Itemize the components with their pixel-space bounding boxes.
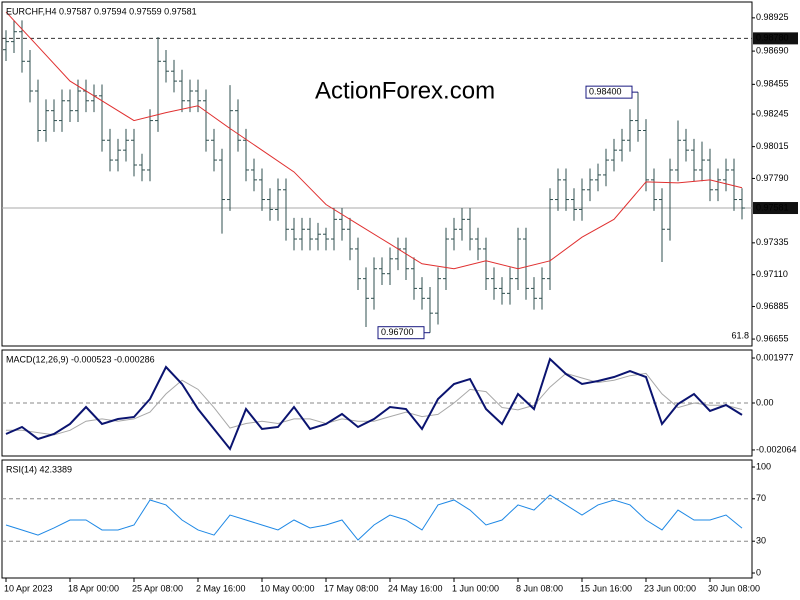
y-tick-label: 70 — [756, 493, 766, 503]
x-tick-label: 15 Jun 16:00 — [580, 583, 632, 593]
y-tick-label: 0.97790 — [756, 173, 789, 183]
x-tick-label: 23 Jun 00:00 — [644, 583, 696, 593]
rsi-line — [5, 494, 743, 541]
y-tick-label: 0.98015 — [756, 141, 789, 151]
watermark: ActionForex.com — [315, 77, 495, 104]
x-tick-label: 25 Apr 08:00 — [132, 583, 183, 593]
y-tick-label: 100 — [756, 461, 771, 471]
moving-average — [5, 11, 743, 270]
annotation-label: 0.96700 — [381, 327, 414, 337]
y-tick-label: 0.98925 — [756, 12, 789, 22]
y-tick-label: 0.97335 — [756, 237, 789, 247]
x-tick-label: 8 Jun 08:00 — [516, 583, 563, 593]
x-tick-label: 30 Jun 08:00 — [708, 583, 760, 593]
y-tick-label: 0.96885 — [756, 301, 789, 311]
y-tick-label: 0.001977 — [756, 352, 794, 362]
panel-frame — [1, 459, 753, 579]
panel-frame — [1, 1, 753, 347]
price-level-box — [753, 202, 798, 215]
annotation-box — [585, 85, 633, 99]
y-tick-label: -0.002064 — [756, 444, 797, 454]
macd-line — [5, 357, 743, 451]
y-tick-label: 0.98690 — [756, 45, 789, 55]
y-tick-label: 0.97110 — [756, 269, 788, 279]
price-level-label: 0.97581 — [756, 202, 789, 212]
x-tick-label: 10 Apr 2023 — [4, 583, 53, 593]
fib-label: 61.8 — [731, 330, 749, 340]
y-tick-label: 30 — [756, 536, 766, 546]
y-tick-label: 0.98245 — [756, 108, 789, 118]
macd-line — [6, 372, 743, 436]
x-tick-label: 18 Apr 00:00 — [68, 583, 119, 593]
y-tick-label: 0.98455 — [756, 79, 789, 89]
y-tick-label: 0.00 — [756, 397, 774, 407]
y-tick-label: 0.96655 — [756, 333, 789, 343]
x-tick-label: 1 Jun 00:00 — [452, 583, 499, 593]
panel-title: RSI(14) 42.3389 — [6, 464, 72, 474]
x-tick-label: 2 May 16:00 — [196, 583, 246, 593]
annotation-label: 0.98400 — [589, 87, 622, 97]
y-tick-label: 0 — [756, 567, 761, 577]
price-level-label: 0.98780 — [756, 33, 789, 43]
x-tick-label: 17 May 08:00 — [324, 583, 379, 593]
x-tick-label: 24 May 16:00 — [388, 583, 443, 593]
x-tick-label: 10 May 00:00 — [260, 583, 315, 593]
price-level-box — [753, 32, 798, 45]
panel-title: MACD(12,26,9) -0.000523 -0.000286 — [6, 354, 155, 364]
annotation-box — [377, 326, 425, 340]
panel-title: EURCHF,H4 0.97587 0.97594 0.97559 0.9758… — [6, 6, 197, 16]
